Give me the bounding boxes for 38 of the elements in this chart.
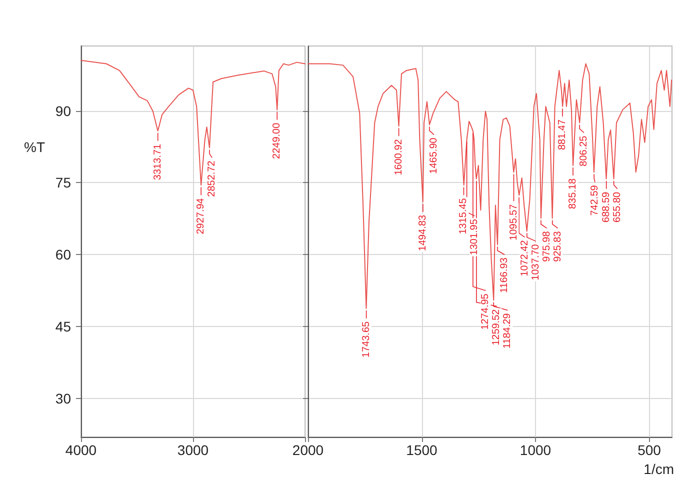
annotation: 1465.90 [428,137,440,174]
annotation: 1259.52 [491,308,502,346]
annotation: 1095.57 [508,204,520,240]
x-tick-label: 500 [638,442,662,458]
annotation: 655.80 [612,191,623,222]
y-tick-label: 30 [55,390,72,407]
annotation: 925.83 [552,230,564,262]
x-tick-label: 1000 [520,442,552,458]
annotation: 975.98 [541,230,552,262]
annotation: 1600.92 [393,138,404,176]
annotation: 3313.71 [152,143,164,180]
annotation: 2927.94 [196,198,207,234]
x-tick-label: 3000 [177,442,209,458]
x-tick-label: 4000 [65,442,97,458]
x-axis-title: 1/cm [644,461,674,477]
annotation: 2249.00 [272,122,283,159]
y-axis-title: %T [24,139,46,155]
y-tick-label: 90 [55,102,72,119]
annotation: 1274.95 [480,293,492,330]
annotation: 1037.70 [530,244,542,280]
x-tick-label: 1500 [406,442,438,458]
annotation: 2852.72 [206,160,218,197]
x-tick-label: 2000 [292,442,324,458]
annotation: 835.18 [567,178,578,210]
annotation: 806.25 [578,135,590,166]
y-tick-label: 45 [55,318,72,335]
annotation: 1743.65 [360,320,372,358]
annotation: 881.47 [556,119,568,150]
annotation: 742.59 [589,184,600,216]
annotation: 1166.93 [499,257,510,294]
y-tick-label: 60 [55,246,72,263]
annotation: 1184.29 [502,312,514,349]
annotation: 688.59 [600,191,612,222]
annotation: 1072.42 [519,240,530,276]
annotation: 1315.45 [458,198,470,234]
annotation: 1494.83 [417,214,428,252]
y-tick-label: 75 [55,174,72,191]
annotation: 1301.95 [469,218,480,256]
